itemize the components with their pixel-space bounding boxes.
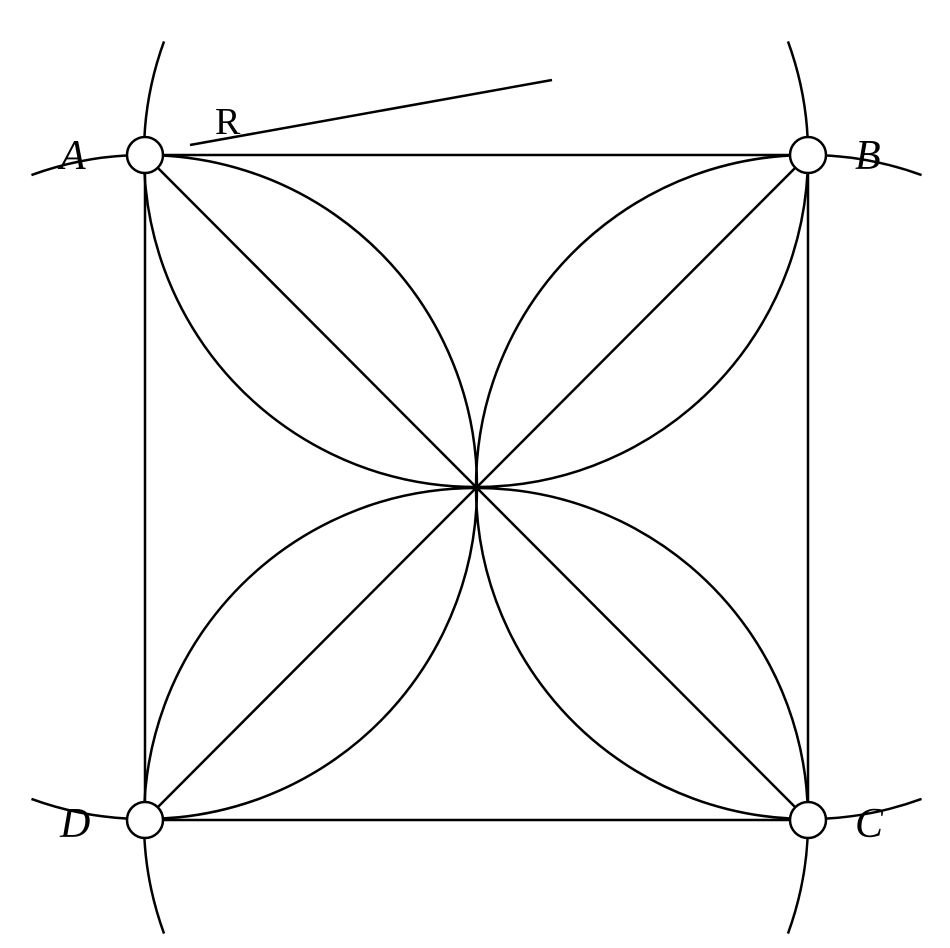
arc-left xyxy=(31,155,477,819)
vertex-circle-a xyxy=(127,137,163,173)
label-B: B xyxy=(855,132,881,180)
arc-bottom xyxy=(144,488,808,934)
arc-top xyxy=(144,41,808,487)
vertex-circle-c xyxy=(790,802,826,838)
label-A: A xyxy=(60,132,86,180)
label-D: D xyxy=(60,800,90,848)
arc-right xyxy=(476,155,922,819)
label-R: R xyxy=(215,100,240,144)
r-line xyxy=(190,80,552,145)
vertex-circle-b xyxy=(790,137,826,173)
vertex-circle-d xyxy=(127,802,163,838)
label-C: C xyxy=(855,800,883,848)
diagram-canvas xyxy=(0,0,950,948)
